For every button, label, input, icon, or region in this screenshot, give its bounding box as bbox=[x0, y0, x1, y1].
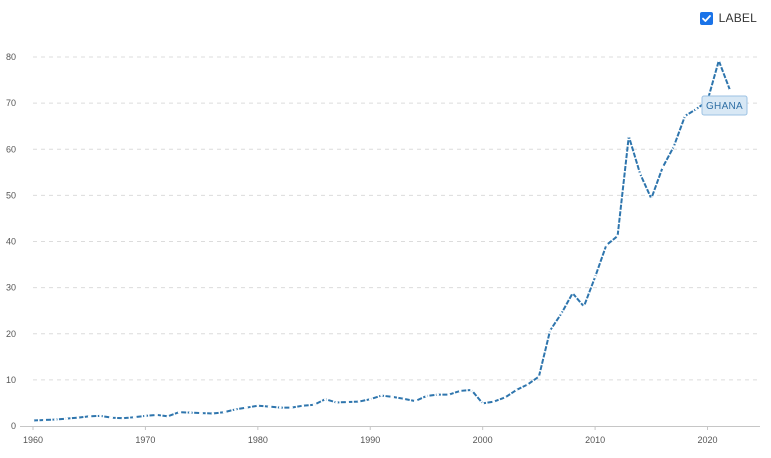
y-tick-label: 60 bbox=[6, 144, 16, 154]
label-toggle[interactable]: LABEL bbox=[699, 11, 757, 25]
data-point bbox=[492, 400, 496, 403]
y-axis: 0 10 20 30 40 50 60 70 80 bbox=[6, 52, 16, 431]
data-point bbox=[323, 397, 327, 401]
data-point bbox=[256, 404, 260, 408]
y-tick-label: 40 bbox=[6, 237, 16, 247]
y-tick-label: 20 bbox=[6, 329, 16, 339]
data-point bbox=[200, 411, 203, 415]
data-point bbox=[346, 400, 350, 404]
x-tick-label: 2020 bbox=[698, 435, 718, 445]
y-tick-label: 50 bbox=[6, 190, 16, 200]
x-tick-label: 2000 bbox=[473, 435, 493, 445]
data-point bbox=[560, 312, 563, 315]
data-point bbox=[177, 410, 181, 414]
label-checkbox[interactable] bbox=[699, 11, 713, 25]
data-point bbox=[470, 388, 473, 392]
data-point bbox=[279, 406, 282, 409]
data-point bbox=[65, 417, 69, 420]
data-point bbox=[537, 375, 541, 378]
series-line bbox=[32, 59, 731, 422]
data-point bbox=[436, 393, 440, 396]
data-point bbox=[290, 406, 293, 409]
data-point bbox=[571, 291, 574, 295]
x-tick-label: 1960 bbox=[23, 435, 43, 445]
data-point bbox=[650, 197, 653, 200]
data-point bbox=[301, 404, 305, 408]
data-point bbox=[402, 397, 406, 401]
data-point bbox=[526, 383, 529, 386]
data-point bbox=[144, 414, 147, 418]
data-point bbox=[87, 415, 91, 418]
data-point bbox=[368, 397, 372, 401]
series-label-text: GHANA bbox=[706, 101, 743, 112]
data-point bbox=[616, 234, 619, 238]
data-point bbox=[189, 411, 192, 414]
data-point bbox=[582, 305, 586, 308]
checkmark-icon bbox=[701, 14, 711, 22]
y-tick-label: 0 bbox=[11, 421, 16, 431]
data-point bbox=[548, 329, 552, 332]
data-point bbox=[99, 414, 102, 418]
x-tick-label: 1990 bbox=[360, 435, 380, 445]
data-point bbox=[76, 416, 80, 419]
data-point bbox=[672, 145, 676, 148]
data-point bbox=[121, 416, 125, 420]
y-tick-label: 10 bbox=[6, 375, 16, 385]
y-tick-label: 80 bbox=[6, 52, 16, 62]
data-point bbox=[425, 394, 428, 398]
data-point bbox=[267, 405, 271, 408]
data-point bbox=[481, 402, 484, 405]
data-point bbox=[357, 400, 361, 403]
data-point bbox=[222, 410, 226, 414]
series-ghana: GHANA bbox=[31, 59, 748, 422]
data-point bbox=[335, 401, 338, 404]
data-point bbox=[503, 396, 507, 399]
data-point bbox=[31, 419, 35, 422]
data-point bbox=[638, 172, 642, 175]
y-tick-label: 70 bbox=[6, 98, 16, 108]
data-point bbox=[627, 135, 631, 138]
data-point bbox=[110, 416, 113, 419]
data-point bbox=[234, 408, 237, 411]
x-tick-label: 1980 bbox=[248, 435, 268, 445]
data-point bbox=[515, 388, 518, 392]
series-label-box bbox=[701, 95, 748, 116]
data-point bbox=[683, 114, 687, 118]
data-point bbox=[391, 395, 395, 399]
series-label: GHANA bbox=[701, 95, 748, 116]
data-point bbox=[42, 418, 46, 422]
x-tick-label: 1970 bbox=[135, 435, 155, 445]
data-point bbox=[211, 412, 215, 415]
data-point bbox=[312, 403, 316, 407]
data-point bbox=[166, 415, 170, 418]
x-tick-label: 2010 bbox=[585, 435, 605, 445]
data-point bbox=[717, 59, 721, 62]
x-axis: 1960 1970 1980 1990 2000 2010 2020 bbox=[23, 426, 718, 445]
label-toggle-text: LABEL bbox=[718, 11, 757, 25]
data-point bbox=[661, 166, 664, 169]
y-tick-label: 30 bbox=[6, 283, 16, 293]
data-point bbox=[132, 415, 136, 419]
data-point bbox=[380, 394, 383, 397]
data-point bbox=[593, 275, 597, 279]
data-point bbox=[458, 389, 462, 393]
data-point bbox=[447, 393, 451, 396]
data-point bbox=[155, 413, 158, 417]
data-point bbox=[728, 88, 732, 92]
data-point bbox=[694, 107, 698, 111]
data-point bbox=[245, 406, 248, 409]
data-point bbox=[54, 418, 57, 421]
y-gridlines bbox=[33, 56, 760, 381]
data-point bbox=[413, 399, 417, 403]
data-point bbox=[605, 243, 608, 247]
